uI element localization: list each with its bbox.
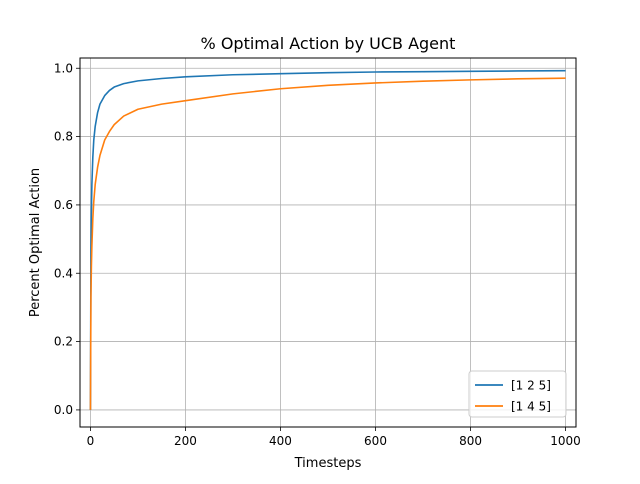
y-tick-label: 1.0 bbox=[54, 61, 73, 75]
y-tick-label: 0.2 bbox=[54, 335, 73, 349]
y-tick-label: 0.4 bbox=[54, 266, 73, 280]
x-tick-label: 1000 bbox=[550, 434, 581, 448]
x-tick-label: 200 bbox=[174, 434, 197, 448]
x-tick-label: 600 bbox=[364, 434, 387, 448]
series-line-1 bbox=[89, 69, 566, 410]
x-tick-label: 800 bbox=[459, 434, 482, 448]
x-axis-label: Timesteps bbox=[294, 456, 362, 471]
series-lines bbox=[89, 69, 566, 410]
x-tick-label: 400 bbox=[269, 434, 292, 448]
x-tick-label: 0 bbox=[87, 434, 95, 448]
legend-label: [1 2 5] bbox=[511, 379, 551, 393]
y-tick-label: 0.8 bbox=[54, 130, 73, 144]
y-tick-label: 0.6 bbox=[54, 198, 73, 212]
legend-label: [1 4 5] bbox=[511, 400, 551, 414]
chart-title: % Optimal Action by UCB Agent bbox=[201, 34, 456, 53]
plot-area-frame bbox=[79, 57, 577, 428]
axis-ticks: 0 200 400 600 800 1000 0.0 0.2 0.4 0.6 0.8 1.0 bbox=[54, 61, 581, 448]
y-tick-label: 0.0 bbox=[54, 403, 73, 417]
y-axis-label: Percent Optimal Action bbox=[28, 168, 43, 317]
series-line-2 bbox=[89, 77, 566, 410]
legend: [1 2 5] [1 4 5] bbox=[468, 370, 567, 418]
grid bbox=[80, 58, 576, 427]
